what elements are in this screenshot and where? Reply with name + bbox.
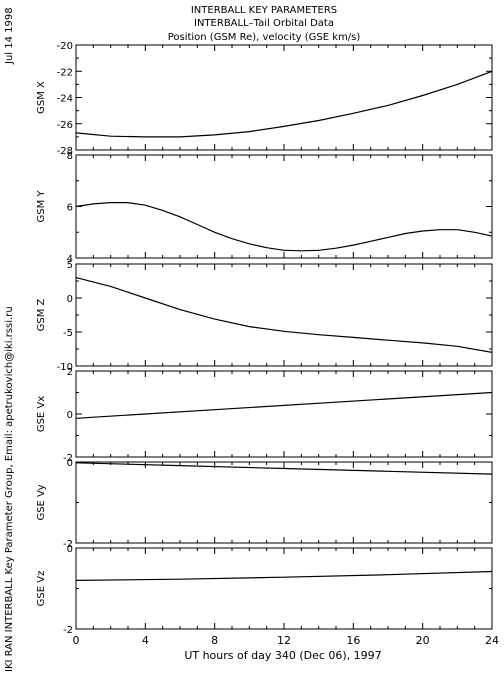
x-tick-label: 24 xyxy=(485,634,499,647)
y-tick-label: 4 xyxy=(67,254,73,265)
panel-0: -28 -26 -24 -22 -20 GSM X xyxy=(36,41,493,157)
x-tick-label: 4 xyxy=(142,634,149,647)
y-tick-label: -2 xyxy=(63,625,73,636)
y-axis-label: GSM Z xyxy=(36,298,47,331)
x-tick-label: 8 xyxy=(211,634,218,647)
y-tick-label: -28 xyxy=(57,146,73,157)
credit-text: IKI RAN INTERBALL Key Parameter Group, E… xyxy=(4,306,15,672)
panel-4: -2 0 GSE Vy xyxy=(36,458,493,550)
series-line xyxy=(75,277,493,353)
panel-3: -2 0 2 GSE Vx xyxy=(36,367,493,464)
series-line xyxy=(75,202,493,252)
y-tick-label: 0 xyxy=(67,294,73,305)
x-tick-label: 16 xyxy=(346,634,360,647)
x-tick-label: 0 xyxy=(73,634,80,647)
title-line-2: INTERBALL–Tail Orbital Data xyxy=(194,18,334,29)
panel-frame xyxy=(75,44,493,151)
x-tick-label: 12 xyxy=(277,634,291,647)
y-tick-label: 0 xyxy=(67,410,73,421)
y-tick-label: 8 xyxy=(67,151,73,162)
series-line xyxy=(75,391,493,419)
y-tick-label: -2 xyxy=(63,453,73,464)
y-tick-label: -22 xyxy=(57,67,73,78)
panel-frame xyxy=(75,461,493,544)
y-tick-label: 0 xyxy=(67,544,73,555)
title-line-1: INTERBALL KEY PARAMETERS xyxy=(191,5,337,16)
y-tick-label: -2 xyxy=(63,539,73,550)
y-tick-label: -5 xyxy=(63,328,73,339)
panel-2: -10 -5 0 5 GSM Z xyxy=(36,260,493,373)
y-axis-label: GSM X xyxy=(36,81,47,114)
panel-frame xyxy=(75,547,493,630)
y-axis-label: GSE Vz xyxy=(36,571,47,607)
y-axis-label: GSE Vx xyxy=(36,396,47,432)
y-tick-label: -10 xyxy=(57,362,73,373)
series-line xyxy=(75,570,493,581)
panel-1: 4 6 8 GSM Y xyxy=(36,151,493,265)
y-tick-label: 0 xyxy=(67,458,73,469)
title-line-3: Position (GSM Re), velocity (GSE km/s) xyxy=(168,32,361,43)
x-axis-label: UT hours of day 340 (Dec 06), 1997 xyxy=(184,649,381,662)
y-tick-label: -24 xyxy=(57,94,73,105)
panel-5: -2 0 GSE Vz xyxy=(36,544,493,636)
date-stamp: Jul 14 1998 xyxy=(4,7,15,65)
y-tick-label: 6 xyxy=(67,203,73,214)
y-tick-label: -26 xyxy=(57,120,73,131)
x-axis: 0 4 8 12 16 20 24 xyxy=(73,634,500,647)
y-tick-label: -20 xyxy=(57,41,73,52)
panel-frame xyxy=(75,154,493,259)
panel-frame xyxy=(75,263,493,367)
series-line xyxy=(75,70,493,138)
y-axis-label: GSE Vy xyxy=(36,484,47,520)
y-axis-label: GSM Y xyxy=(36,190,47,223)
x-tick-label: 20 xyxy=(416,634,430,647)
y-tick-label: 5 xyxy=(67,260,73,271)
y-tick-label: 2 xyxy=(67,367,73,378)
series-line xyxy=(75,462,493,475)
